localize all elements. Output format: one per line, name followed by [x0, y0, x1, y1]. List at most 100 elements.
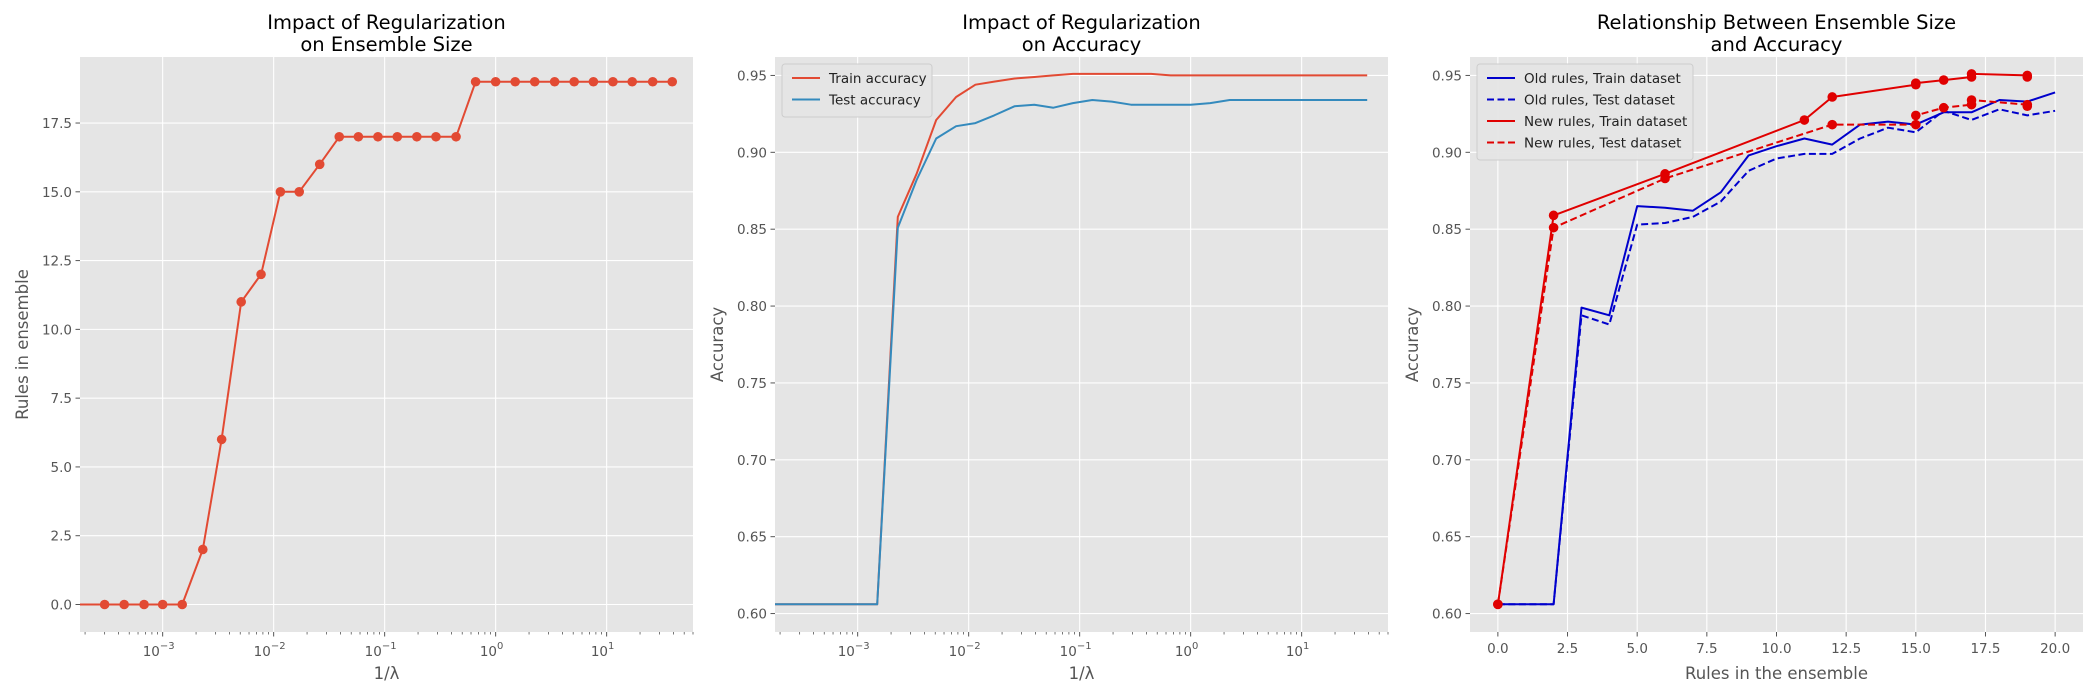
series-group	[775, 72, 1368, 606]
x-tick-label-exponent: −3	[160, 641, 175, 652]
x-tick-label: 0.0	[1487, 641, 1508, 657]
x-tick-label: 10−3	[143, 641, 175, 660]
x-tick-label-exponent: 0	[497, 641, 503, 652]
plot-area	[80, 57, 693, 632]
x-tick-label: 7.5	[1696, 641, 1717, 657]
chart-title-line: Impact of Regularization	[962, 11, 1200, 34]
y-axis-label: Rules in ensemble	[13, 269, 32, 420]
y-tick-label: 0.95	[1432, 68, 1462, 84]
legend-entry: New rules, Train dataset	[1524, 114, 1687, 130]
y-tick-label: 0.75	[1432, 376, 1462, 392]
x-tick-label: 10−1	[1060, 641, 1092, 660]
data-point	[1827, 119, 1838, 130]
x-tick-label: 10−1	[365, 641, 397, 660]
data-point	[1966, 95, 1977, 105]
data-point	[647, 76, 658, 87]
data-point	[470, 76, 481, 87]
data-point	[1911, 119, 1921, 130]
data-point	[2022, 101, 2033, 111]
x-tick-label-exponent: 1	[1303, 641, 1309, 652]
data-point	[216, 434, 227, 445]
x-tick-label-exponent: −3	[855, 641, 870, 652]
x-tick-label: 101	[591, 641, 615, 660]
chart-title-line: and Accuracy	[1711, 33, 1843, 56]
data-point	[569, 76, 579, 87]
x-tick-label-exponent: 1	[608, 641, 614, 652]
x-tick-label: 100	[1175, 641, 1199, 660]
data-point	[1911, 110, 1921, 121]
series-group	[80, 76, 678, 610]
x-tick-label: 10.0	[1761, 641, 1791, 657]
data-point	[431, 131, 441, 142]
data-point	[1827, 92, 1838, 102]
y-tick-label: 0.60	[737, 607, 767, 623]
data-point	[549, 76, 560, 87]
data-point	[1799, 115, 1810, 125]
y-tick-label: 0.90	[1432, 145, 1462, 161]
x-axis-label: Rules in the ensemble	[1685, 664, 1868, 683]
legend: Old rules, Train dataset Old rules, Test …	[1476, 63, 1694, 161]
y-tick-label: 7.5	[51, 391, 72, 407]
x-tick-label-exponent: −2	[271, 641, 286, 652]
data-point	[490, 76, 501, 87]
data-point	[1548, 210, 1559, 221]
data-point	[529, 76, 540, 87]
legend-box	[1476, 63, 1694, 161]
data-point	[392, 131, 403, 142]
y-tick-label: 0.90	[737, 145, 767, 161]
y-tick-label: 0.85	[1432, 222, 1462, 238]
x-tick-label: 2.5	[1557, 641, 1578, 657]
legend-entry: Old rules, Train dataset	[1524, 71, 1681, 87]
data-point	[667, 76, 678, 87]
x-tick-label: 100	[480, 641, 504, 660]
x-tick-label-exponent: −2	[966, 641, 981, 652]
y-tick-label: 0.0	[51, 597, 72, 613]
data-point	[608, 76, 618, 87]
data-point	[1660, 173, 1670, 184]
x-tick-label-base: 10	[838, 644, 855, 660]
chart-title-line: on Ensemble Size	[300, 33, 472, 56]
x-tick-label-base: 10	[1175, 644, 1192, 660]
y-axis-label: Accuracy	[708, 307, 727, 383]
x-tick-label: 5.0	[1626, 641, 1647, 657]
data-point	[139, 599, 149, 610]
plot-area	[775, 57, 1388, 632]
data-point	[99, 599, 110, 610]
x-axis-label: 1/λ	[1069, 664, 1095, 683]
data-point	[334, 131, 345, 142]
legend-entry: Train accuracy	[828, 71, 927, 87]
x-tick-label-exponent: −1	[382, 641, 397, 652]
x-tick-label-base: 10	[254, 644, 271, 660]
chart-title-line: Relationship Between Ensemble Size	[1597, 11, 1956, 34]
data-point	[627, 76, 638, 87]
x-tick-label: 101	[1286, 641, 1310, 660]
data-point	[412, 131, 422, 142]
y-tick-label: 0.60	[1432, 607, 1462, 623]
data-point	[314, 159, 325, 170]
y-tick-label: 0.70	[737, 453, 767, 469]
data-point	[2022, 72, 2033, 82]
x-tick-label: 12.5	[1831, 641, 1861, 657]
x-tick-label-base: 10	[480, 644, 497, 660]
data-point	[1938, 102, 1949, 113]
x-tick-label-exponent: 0	[1192, 641, 1198, 652]
x-axis-label: 1/λ	[374, 664, 400, 683]
chart-panel-size-vs-accuracy: 0.60 0.65 0.70 0.75 0.80 0.85 0.90 0.95 0.0 2.5 5.…	[1403, 11, 2083, 683]
series-group	[1493, 69, 2056, 610]
x-tick-label-base: 10	[143, 644, 160, 660]
data-point	[451, 131, 461, 142]
data-point	[510, 76, 520, 87]
data-point	[236, 297, 246, 307]
data-point	[275, 187, 286, 197]
series-line-old-rules-test-dataset	[1497, 108, 2056, 606]
legend-entry: Test accuracy	[828, 93, 921, 109]
legend: Train accuracy Test accuracy	[781, 63, 933, 118]
chart-title-line: Impact of Regularization	[267, 11, 505, 34]
y-tick-label: 5.0	[51, 460, 72, 476]
y-tick-label: 0.80	[1432, 299, 1462, 315]
y-tick-label: 0.80	[737, 299, 767, 315]
y-tick-label: 2.5	[51, 529, 72, 545]
x-tick-label-base: 10	[365, 644, 382, 660]
